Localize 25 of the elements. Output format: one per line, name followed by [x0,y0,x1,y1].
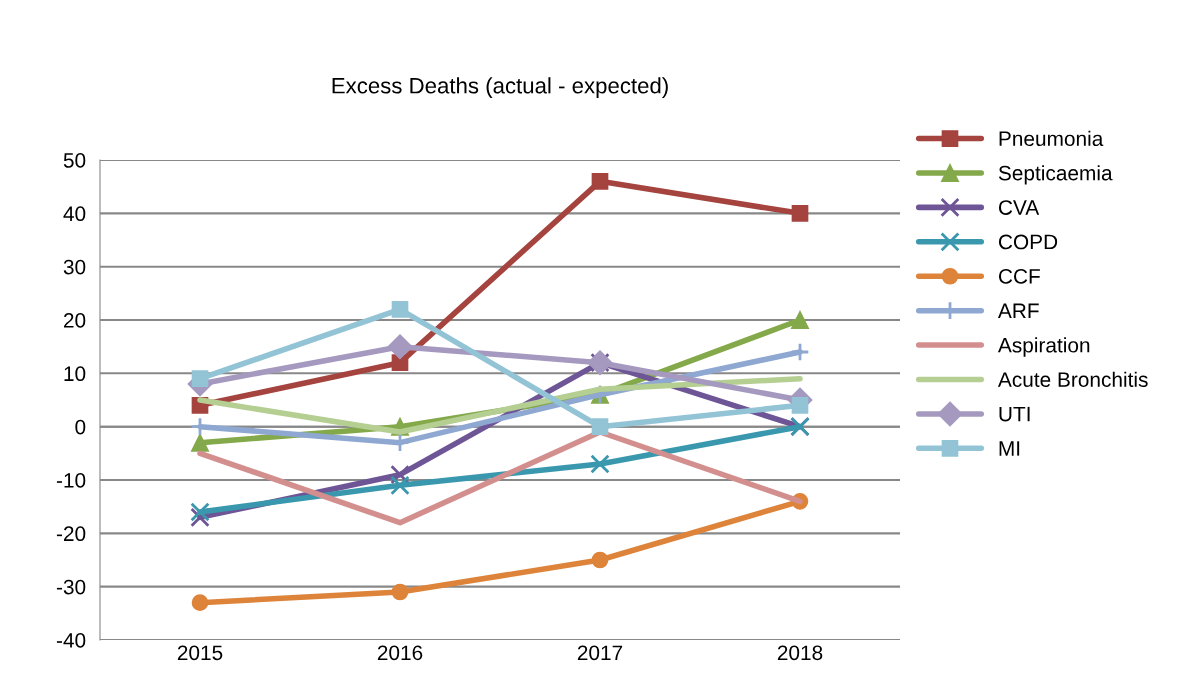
y-tick-label: 10 [64,366,86,382]
legend-label: Pneumonia [999,130,1104,147]
y-tick-label: 30 [63,259,86,275]
legend-label: CCF [998,268,1040,284]
x-tick-label: 2016 [377,645,423,661]
legend-label: COPD [998,234,1058,250]
legend-label: Aspiration [997,337,1090,357]
legend-label: Acute Bronchitis [997,371,1148,387]
x-tick-label: 2017 [577,645,623,661]
y-tick-label: 0 [75,419,86,435]
y-tick-label: -40 [56,633,86,648]
legend-label: MI [999,441,1020,456]
legend-label: UTI [999,406,1030,422]
legend-label: ARF [997,303,1039,318]
legend-label: CVA [998,200,1040,215]
legend-label: Septicaemia [998,165,1113,185]
x-tick-label: 2018 [777,645,823,661]
y-tick-label: 40 [63,206,86,222]
y-tick-label: 50 [63,153,86,168]
y-tick-label: -10 [56,473,86,488]
x-tick-label: 2015 [177,645,223,661]
chart-title: Excess Deaths (actual - expected) [332,77,668,98]
y-tick-label: 20 [63,313,86,328]
y-tick-label: -30 [56,579,86,595]
y-tick-label: -20 [56,526,86,542]
